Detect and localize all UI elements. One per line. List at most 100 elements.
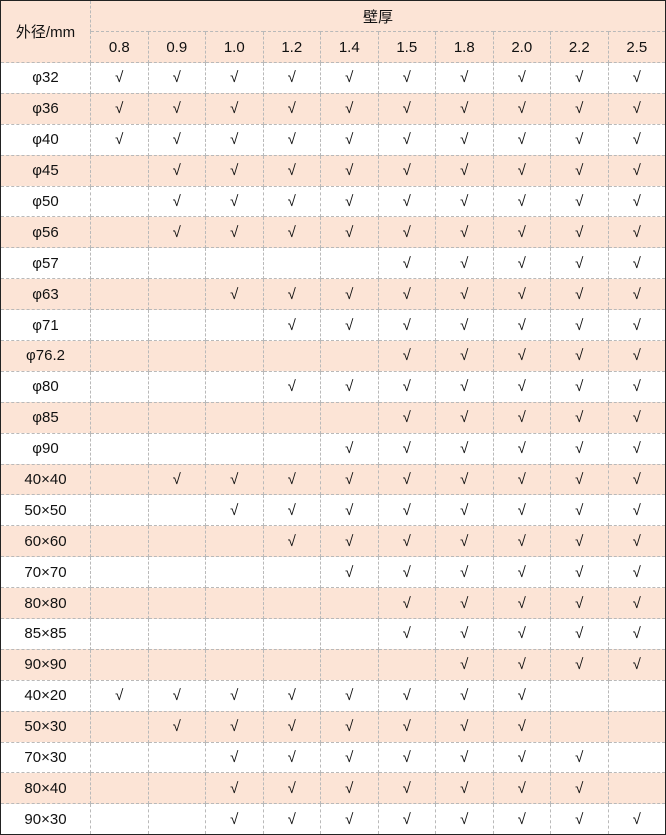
availability-cell: [147, 772, 206, 805]
availability-cell: √: [607, 309, 666, 342]
availability-cell: √: [435, 62, 494, 94]
size-cell: 70×70: [0, 556, 91, 589]
size-cell: φ45: [0, 154, 91, 187]
availability-cell: √: [492, 679, 551, 712]
availability-cell: √: [147, 92, 206, 125]
availability-cell: √: [550, 340, 609, 372]
availability-cell: √: [262, 803, 321, 835]
availability-cell: √: [435, 772, 494, 805]
availability-cell: √: [492, 587, 551, 620]
availability-cell: √: [262, 710, 321, 743]
availability-cell: [205, 247, 264, 280]
table-row: φ57 √ √ √ √ √: [0, 247, 666, 280]
availability-cell: √: [435, 216, 494, 249]
availability-cell: [377, 648, 436, 681]
availability-cell: √: [320, 278, 379, 311]
availability-cell: √: [377, 710, 436, 743]
availability-cell: √: [377, 556, 436, 589]
outer-diameter-header: 外径/mm: [0, 0, 91, 63]
availability-cell: √: [320, 463, 379, 496]
availability-cell: √: [205, 741, 264, 774]
availability-cell: √: [435, 463, 494, 496]
table-row: 70×70 √ √ √ √ √ √: [0, 556, 666, 589]
availability-cell: [147, 803, 206, 835]
size-cell: φ40: [0, 123, 91, 156]
availability-cell: √: [550, 803, 609, 835]
table-row: φ50 √ √ √ √ √ √ √ √ √: [0, 185, 666, 218]
availability-cell: √: [377, 741, 436, 774]
availability-cell: [205, 587, 264, 620]
availability-cell: √: [435, 401, 494, 434]
table-row: 80×40 √ √ √ √ √ √ √: [0, 772, 666, 805]
availability-cell: √: [550, 648, 609, 681]
availability-cell: √: [377, 123, 436, 156]
table-body: φ32 √ √ √ √ √ √ √ √ √ √ φ36 √ √ √ √ √ √ √ √ √ √ φ40 √ √ √ √ √ √ √ √ √ √ φ…: [0, 62, 666, 835]
availability-cell: √: [90, 123, 149, 156]
availability-cell: √: [550, 463, 609, 496]
availability-cell: √: [205, 278, 264, 311]
thickness-column-header: 2.5: [607, 31, 666, 63]
availability-cell: [262, 618, 321, 650]
thickness-column-header: 0.9: [147, 31, 206, 63]
availability-cell: [607, 772, 666, 805]
wall-thickness-header: 壁厚: [90, 0, 666, 32]
size-cell: φ76.2: [0, 340, 91, 372]
thickness-column-header: 1.8: [435, 31, 494, 63]
availability-cell: [90, 154, 149, 187]
availability-cell: √: [435, 432, 494, 465]
availability-cell: √: [607, 247, 666, 280]
availability-cell: [147, 648, 206, 681]
availability-cell: [147, 432, 206, 465]
availability-cell: √: [550, 185, 609, 218]
size-cell: 90×30: [0, 803, 91, 835]
table-row: φ36 √ √ √ √ √ √ √ √ √ √: [0, 92, 666, 125]
size-cell: 80×40: [0, 772, 91, 805]
availability-cell: √: [492, 525, 551, 558]
availability-cell: √: [492, 62, 551, 94]
availability-cell: √: [607, 556, 666, 589]
availability-cell: √: [435, 92, 494, 125]
table-row: 60×60 √ √ √ √ √ √ √: [0, 525, 666, 558]
availability-cell: √: [492, 648, 551, 681]
availability-cell: √: [147, 123, 206, 156]
availability-cell: [147, 340, 206, 372]
table-row: 70×30 √ √ √ √ √ √ √: [0, 741, 666, 774]
table-row: 80×80 √ √ √ √ √: [0, 587, 666, 620]
availability-cell: √: [607, 370, 666, 403]
availability-cell: √: [262, 463, 321, 496]
availability-cell: [205, 309, 264, 342]
availability-cell: √: [550, 741, 609, 774]
availability-cell: √: [320, 432, 379, 465]
availability-cell: √: [607, 587, 666, 620]
availability-cell: √: [377, 587, 436, 620]
availability-cell: √: [205, 216, 264, 249]
availability-cell: [262, 247, 321, 280]
availability-cell: √: [262, 741, 321, 774]
availability-cell: √: [435, 247, 494, 280]
availability-cell: [550, 679, 609, 712]
availability-cell: √: [492, 370, 551, 403]
availability-cell: [90, 340, 149, 372]
availability-cell: √: [492, 340, 551, 372]
availability-cell: √: [550, 92, 609, 125]
availability-cell: [205, 432, 264, 465]
availability-cell: √: [607, 525, 666, 558]
table-row: φ56 √ √ √ √ √ √ √ √ √: [0, 216, 666, 249]
availability-cell: √: [377, 370, 436, 403]
size-cell: 90×90: [0, 648, 91, 681]
availability-cell: √: [492, 556, 551, 589]
table-row: φ63 √ √ √ √ √ √ √ √: [0, 278, 666, 311]
availability-cell: √: [607, 463, 666, 496]
size-cell: 85×85: [0, 618, 91, 650]
availability-cell: √: [262, 123, 321, 156]
availability-cell: √: [435, 648, 494, 681]
availability-cell: √: [262, 525, 321, 558]
availability-cell: [147, 370, 206, 403]
availability-cell: [90, 278, 149, 311]
size-cell: 70×30: [0, 741, 91, 774]
availability-cell: √: [320, 216, 379, 249]
table-row: 50×30 √ √ √ √ √ √ √: [0, 710, 666, 743]
availability-cell: √: [205, 463, 264, 496]
availability-cell: [320, 247, 379, 280]
